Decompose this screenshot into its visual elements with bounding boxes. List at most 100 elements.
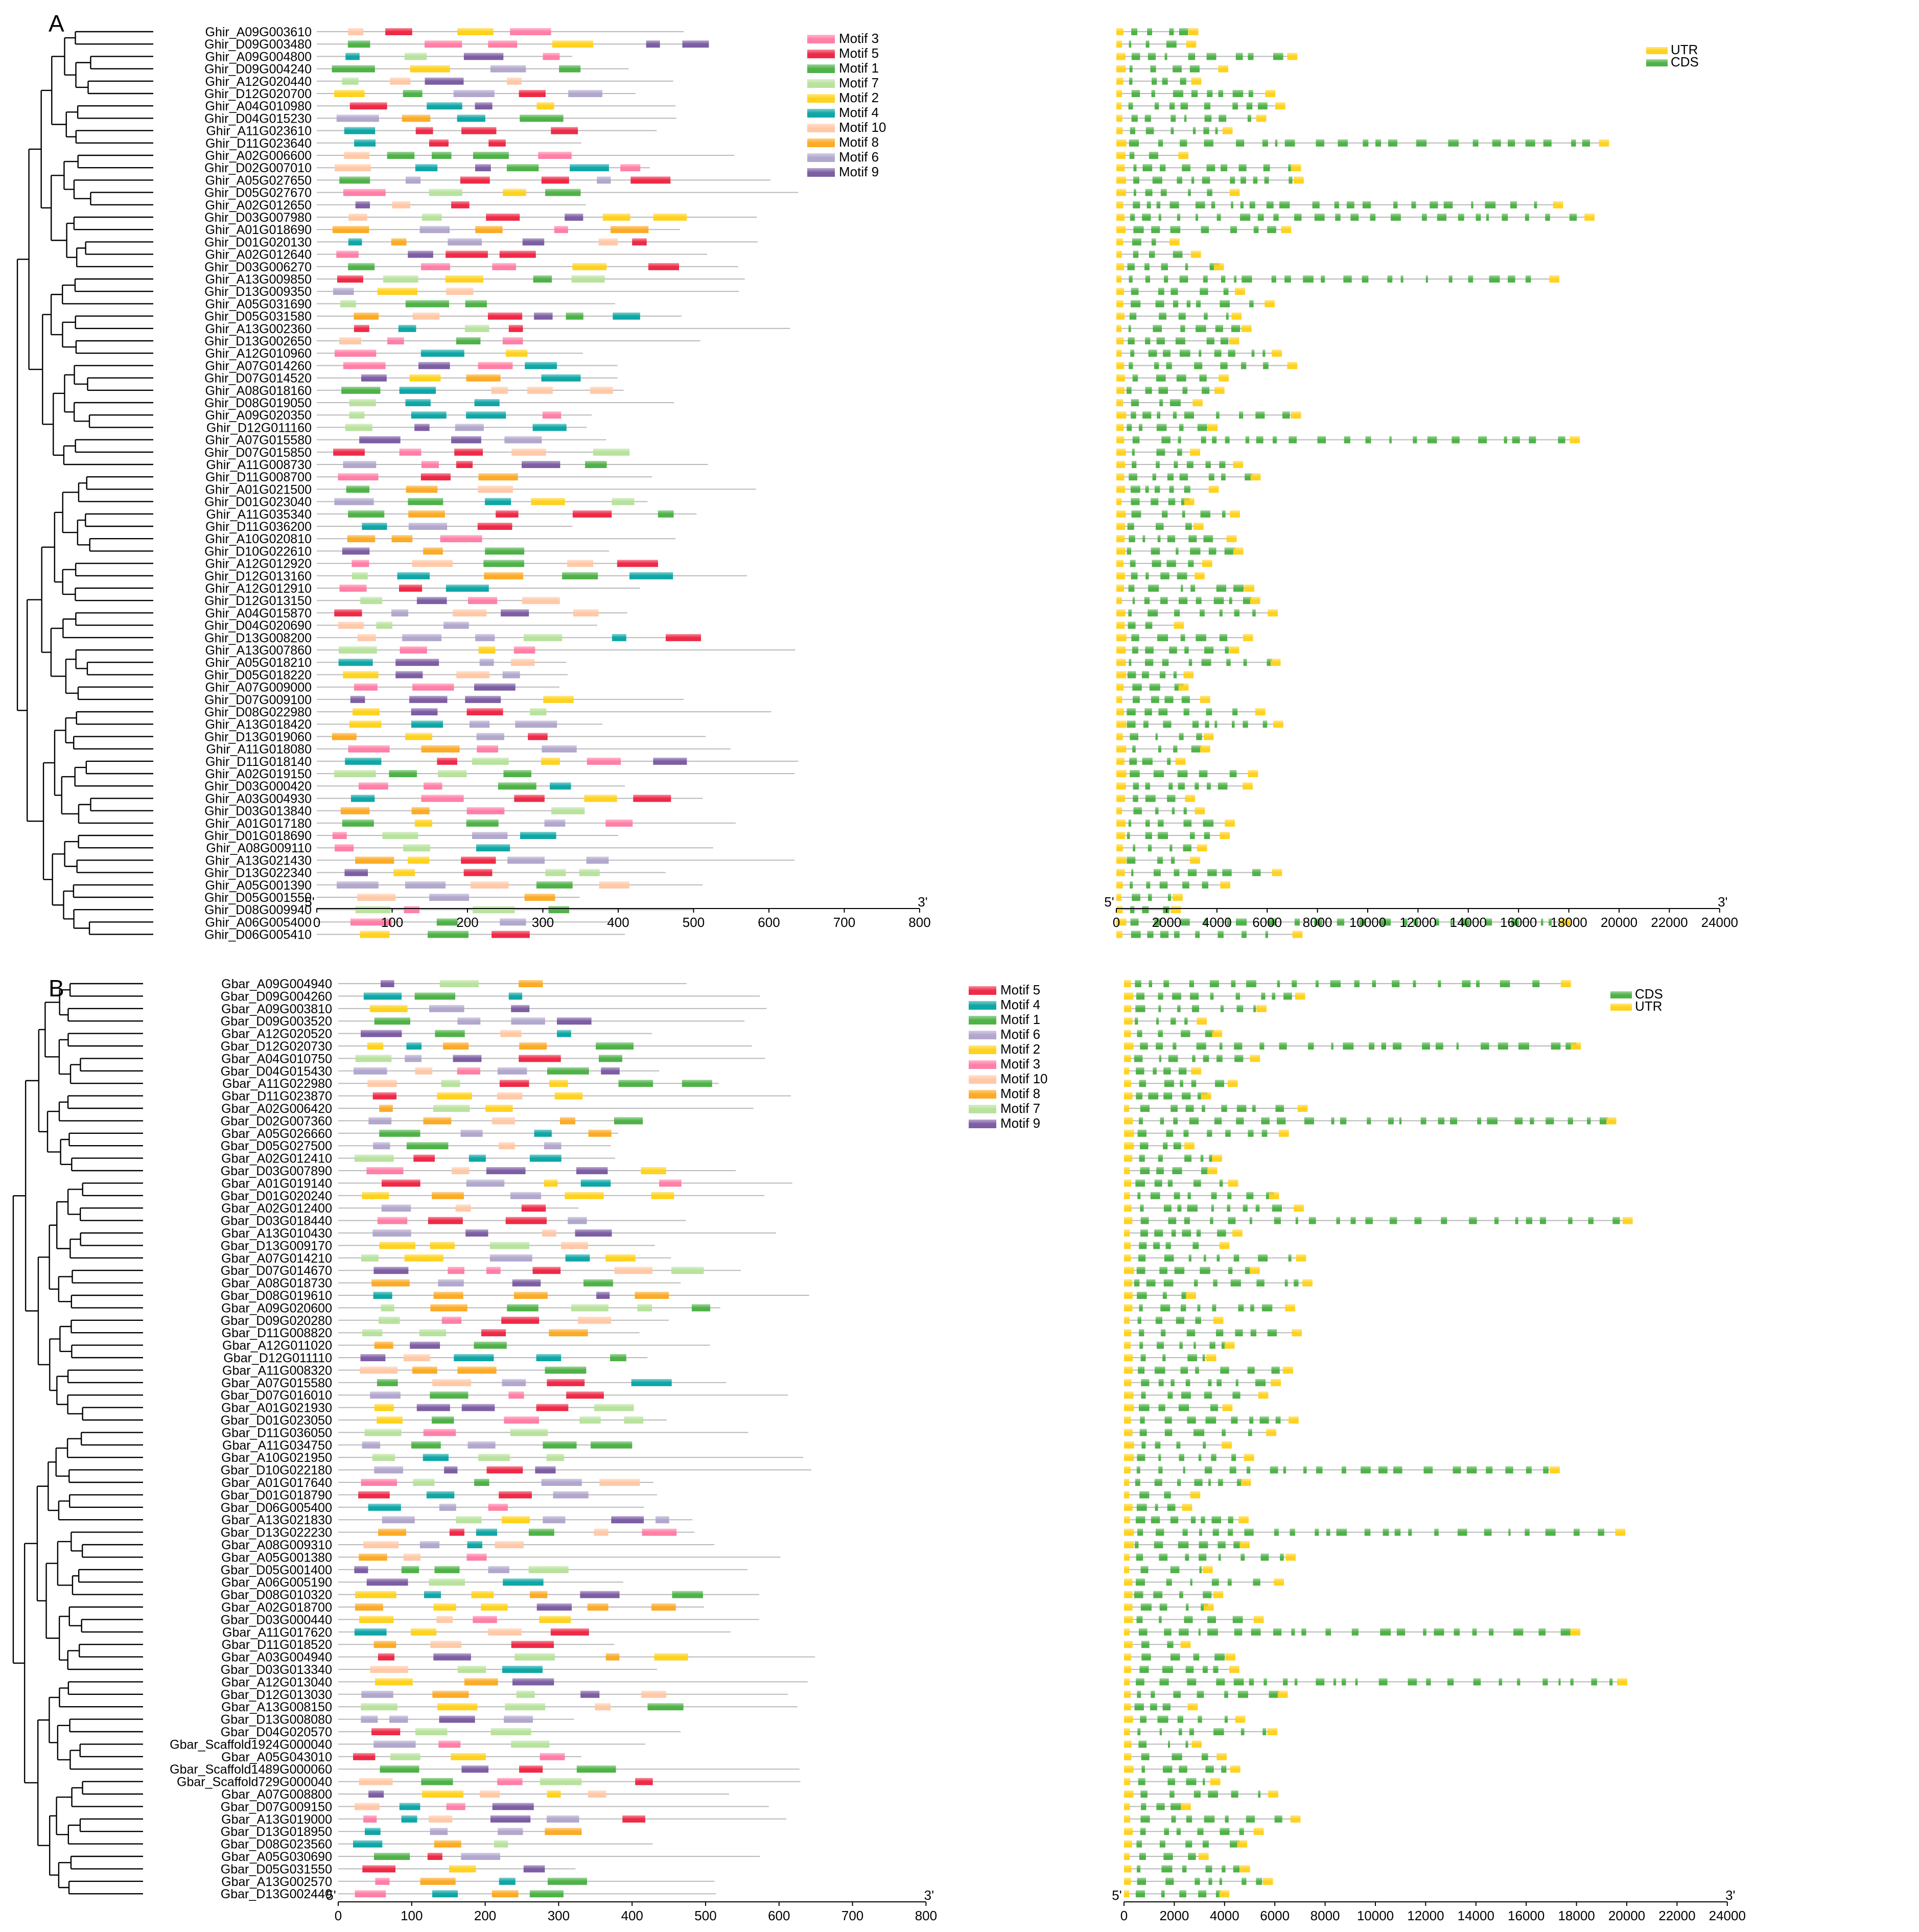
motif-box — [501, 609, 529, 617]
cds-box — [1274, 1815, 1282, 1823]
utr-box — [1258, 1391, 1269, 1399]
motif-box — [472, 832, 508, 839]
motif-legend-swatch — [807, 94, 835, 103]
utr-box — [1124, 1890, 1130, 1898]
motif-box — [457, 1017, 481, 1025]
utr-box — [1195, 572, 1205, 579]
motif-box — [545, 1828, 582, 1835]
utr-box — [1200, 695, 1210, 703]
motif-box — [561, 1242, 589, 1249]
motif-box — [632, 238, 647, 246]
motif-box — [540, 1778, 582, 1785]
utr-box — [1124, 1167, 1130, 1174]
utr-box — [1124, 1690, 1131, 1698]
cds-box — [1146, 1279, 1156, 1287]
cds-box — [1204, 312, 1208, 320]
motif-box — [361, 1715, 378, 1723]
motif-box — [473, 906, 515, 914]
cds-box — [1173, 90, 1183, 97]
utr-box — [1183, 671, 1194, 679]
motif-box — [460, 176, 490, 184]
cds-box — [1487, 1117, 1498, 1125]
cds-box — [1525, 1528, 1530, 1536]
cds-box — [1437, 214, 1447, 221]
cds-box — [1137, 1192, 1141, 1199]
motif-box — [532, 424, 567, 431]
utr-box — [1243, 782, 1253, 790]
cds-box — [1225, 1815, 1229, 1823]
utr-box — [1287, 362, 1298, 369]
cds-box — [1288, 1254, 1292, 1262]
motif-box — [499, 1877, 516, 1885]
cds-box — [1127, 523, 1134, 530]
utr-box — [1124, 1391, 1134, 1399]
motif-box — [392, 201, 410, 208]
cds-box — [1130, 906, 1135, 914]
cds-box — [1205, 1865, 1212, 1873]
axis-tick-label: 0 — [313, 915, 320, 930]
cds-box — [1218, 1541, 1226, 1548]
cds-box — [1193, 1790, 1201, 1798]
motif-box — [456, 337, 481, 344]
cds-box — [1216, 214, 1221, 221]
utr-box — [1124, 1728, 1130, 1735]
motif-box — [499, 1080, 529, 1087]
cds-box — [1154, 102, 1159, 110]
cds-box — [1441, 1217, 1447, 1224]
motif-box — [403, 90, 423, 97]
axis-end-label: 3' — [924, 1888, 934, 1903]
cds-box — [1200, 1154, 1204, 1162]
cds-box — [1279, 1042, 1287, 1050]
motif-box — [416, 597, 447, 604]
gene-label: Gbar_A12G013040 — [221, 1675, 332, 1689]
cds-box — [1443, 201, 1453, 208]
utr-box — [1570, 1628, 1581, 1636]
cds-box — [1253, 176, 1258, 184]
cds-box — [1473, 1678, 1481, 1686]
motif-legend-label: Motif 5 — [839, 45, 879, 61]
utr-box — [1116, 461, 1126, 468]
cds-box — [1224, 1690, 1228, 1698]
cds-box — [1134, 1279, 1140, 1287]
cds-box — [1525, 275, 1531, 283]
cds-box — [1159, 1840, 1165, 1848]
cds-box — [1205, 1765, 1214, 1773]
motif-box — [336, 250, 359, 258]
cds-box — [1202, 1354, 1205, 1361]
cds-box — [1215, 1890, 1221, 1898]
motif-tracks — [317, 28, 799, 938]
utr-box — [1184, 1142, 1195, 1150]
cds-box — [1134, 1703, 1144, 1711]
motif-box — [428, 930, 469, 938]
cds-box — [1210, 1217, 1213, 1224]
motif-box — [332, 733, 357, 740]
utr-box — [1228, 1179, 1238, 1187]
utr-box — [1116, 152, 1126, 159]
utr-box — [1116, 844, 1123, 852]
motif-box — [580, 1179, 611, 1187]
cds-box — [1127, 424, 1132, 431]
motif-box — [415, 164, 438, 172]
cds-box — [1263, 362, 1269, 369]
gene-label: Gbar_A02G012410 — [221, 1152, 332, 1166]
motif-box — [543, 1441, 577, 1449]
motif-box — [635, 1778, 653, 1785]
cds-box — [1434, 1628, 1444, 1636]
cds-box — [1201, 1516, 1205, 1524]
motif-box — [476, 844, 510, 852]
cds-box — [1538, 1628, 1546, 1636]
cds-box — [1525, 214, 1529, 221]
cds-box — [1283, 1466, 1286, 1474]
utr-box — [1116, 523, 1125, 530]
cds-box — [1280, 1553, 1284, 1561]
cds-box — [1157, 856, 1163, 864]
cds-box — [1190, 1516, 1196, 1524]
cds-box — [1468, 275, 1473, 283]
cds-box — [1171, 1105, 1178, 1112]
cds-box — [1131, 572, 1138, 579]
gene-label: Gbar_A01G017640 — [221, 1476, 332, 1490]
utr-box — [1116, 275, 1121, 283]
cds-box — [1539, 1217, 1546, 1224]
cds-box — [1230, 1840, 1239, 1848]
utr-box — [1116, 399, 1124, 406]
